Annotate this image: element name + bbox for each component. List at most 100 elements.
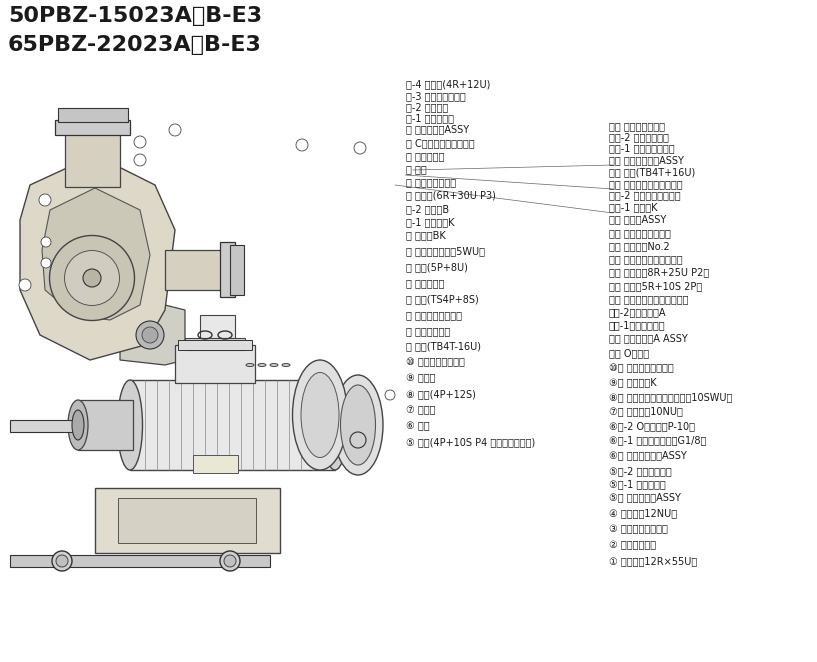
Ellipse shape bbox=[68, 400, 88, 450]
Ellipse shape bbox=[258, 363, 266, 367]
Circle shape bbox=[134, 154, 146, 166]
Text: ①: ① bbox=[42, 197, 48, 203]
Ellipse shape bbox=[270, 363, 278, 367]
Text: ⑫底 ブラケットA ASSY: ⑫底 ブラケットA ASSY bbox=[609, 334, 687, 344]
Text: ⑶底 端子笥パッキン: ⑶底 端子笥パッキン bbox=[609, 121, 665, 131]
Text: ③ フランジパッキン: ③ フランジパッキン bbox=[609, 524, 667, 534]
Ellipse shape bbox=[220, 551, 240, 571]
Text: ⑵底-2 端子笥カバー: ⑵底-2 端子笥カバー bbox=[609, 132, 668, 142]
Bar bbox=[95, 488, 280, 553]
Ellipse shape bbox=[52, 551, 72, 571]
Ellipse shape bbox=[224, 555, 236, 567]
Text: ② フランジ継手: ② フランジ継手 bbox=[609, 540, 656, 550]
Bar bbox=[220, 242, 235, 297]
Text: ⑬底 ベアリングセットカバー: ⑬底 ベアリングセットカバー bbox=[609, 294, 688, 304]
Bar bbox=[78, 400, 133, 450]
Text: ⑫ プロテクター: ⑫ プロテクター bbox=[406, 326, 450, 336]
Text: ⑷-1 外扇カバー: ⑷-1 外扇カバー bbox=[406, 113, 454, 123]
Text: ⑭ ネジ(TS4P+8S): ⑭ ネジ(TS4P+8S) bbox=[406, 294, 479, 304]
Bar bbox=[175, 345, 255, 383]
Text: ⑭底 ネジ（5R+10S 2P）: ⑭底 ネジ（5R+10S 2P） bbox=[609, 281, 702, 291]
Text: ⑤底-2 マウスリング: ⑤底-2 マウスリング bbox=[609, 466, 672, 476]
Text: 65PBZ-22023A・B-E3: 65PBZ-22023A・B-E3 bbox=[8, 35, 262, 55]
Bar bbox=[58, 108, 128, 122]
Bar bbox=[185, 338, 245, 350]
Bar bbox=[165, 250, 225, 290]
Ellipse shape bbox=[136, 321, 164, 349]
Text: ⑷-4 ボルト(4R+12U): ⑷-4 ボルト(4R+12U) bbox=[406, 79, 490, 89]
Text: ⑧ ネジ(4P+12S): ⑧ ネジ(4P+12S) bbox=[406, 389, 476, 399]
Text: ⑳底 プレロードスプリング: ⑳底 プレロードスプリング bbox=[609, 179, 682, 189]
Text: ⑵底-1 リセットカバー: ⑵底-1 リセットカバー bbox=[609, 144, 674, 154]
Text: ⑨底 インペラK: ⑨底 インペラK bbox=[609, 377, 656, 387]
Text: ⑤底 ケーシングASSY: ⑤底 ケーシングASSY bbox=[609, 493, 681, 502]
Text: ⑫底-1マウスリング: ⑫底-1マウスリング bbox=[609, 320, 665, 330]
Text: ⑳ コードブッシュ: ⑳ コードブッシュ bbox=[406, 177, 456, 187]
Text: ③: ③ bbox=[137, 158, 143, 162]
Text: ⑩底 メカニカルシール: ⑩底 メカニカルシール bbox=[609, 363, 673, 373]
Circle shape bbox=[39, 194, 51, 206]
Text: ⑨ 端子笥: ⑨ 端子笥 bbox=[406, 373, 435, 383]
Text: 50PBZ-15023A・B-E3: 50PBZ-15023A・B-E3 bbox=[8, 6, 262, 26]
Ellipse shape bbox=[292, 360, 347, 470]
Text: ⑦ 端子板: ⑦ 端子板 bbox=[406, 405, 435, 415]
Text: ㊲: ㊲ bbox=[388, 392, 391, 398]
Text: ⑧底 スプリングワッシャー（10SWU）: ⑧底 スプリングワッシャー（10SWU） bbox=[609, 392, 732, 402]
Ellipse shape bbox=[341, 385, 376, 465]
Text: ⑯ ネジ(5P+8U): ⑯ ネジ(5P+8U) bbox=[406, 262, 468, 272]
Bar bbox=[130, 380, 335, 470]
Text: ⑴ 水切: ⑴ 水切 bbox=[406, 164, 426, 174]
Text: ⑷-3 防振ゴムカラー: ⑷-3 防振ゴムカラー bbox=[406, 91, 466, 101]
Ellipse shape bbox=[142, 327, 158, 343]
Text: ⑥底-2 Oリング（P-10）: ⑥底-2 Oリング（P-10） bbox=[609, 421, 694, 431]
Text: ⑱-1 ステータK: ⑱-1 ステータK bbox=[406, 217, 454, 227]
Bar bbox=[178, 340, 252, 350]
Text: ⑷ 外扇カバーASSY: ⑷ 外扇カバーASSY bbox=[406, 124, 469, 134]
Text: ⑲底 ロータASSY: ⑲底 ロータASSY bbox=[609, 214, 666, 224]
Ellipse shape bbox=[246, 363, 254, 367]
Polygon shape bbox=[20, 155, 175, 360]
Circle shape bbox=[169, 124, 181, 136]
Polygon shape bbox=[120, 305, 185, 365]
Ellipse shape bbox=[333, 375, 383, 475]
Text: ⑥底-1 ドレンプラグ（G1/8）: ⑥底-1 ドレンプラグ（G1/8） bbox=[609, 436, 706, 446]
Text: ① ボルト（12R×55U）: ① ボルト（12R×55U） bbox=[609, 556, 697, 566]
Bar bbox=[10, 420, 82, 432]
Text: ⑫: ⑫ bbox=[300, 142, 304, 148]
Text: ⑪ ネジ(TB4T-16U): ⑪ ネジ(TB4T-16U) bbox=[406, 342, 481, 352]
Text: ⑱ ケースBK: ⑱ ケースBK bbox=[406, 230, 446, 240]
Text: ⑱-2 ケースB: ⑱-2 ケースB bbox=[406, 204, 449, 214]
Ellipse shape bbox=[56, 555, 68, 567]
Text: ⑮底 ボルト（8R+25U P2）: ⑮底 ボルト（8R+25U P2） bbox=[609, 267, 709, 277]
Text: ⑤底-1 ケーシング: ⑤底-1 ケーシング bbox=[609, 479, 665, 489]
Ellipse shape bbox=[301, 373, 339, 457]
Bar bbox=[230, 245, 244, 295]
Circle shape bbox=[41, 258, 51, 268]
Ellipse shape bbox=[282, 363, 290, 367]
Circle shape bbox=[41, 237, 51, 247]
Text: ⑱底 ボールベアリング: ⑱底 ボールベアリング bbox=[609, 228, 671, 238]
Text: ⑫底-2ブラケットA: ⑫底-2ブラケットA bbox=[609, 307, 666, 317]
Text: ⑰ 平ワッシャー（5WU）: ⑰ 平ワッシャー（5WU） bbox=[406, 246, 485, 256]
Text: ⑲ ボルト(6R+30U P3): ⑲ ボルト(6R+30U P3) bbox=[406, 191, 496, 201]
Text: ⑬ 防水ブッシュ本体: ⑬ 防水ブッシュ本体 bbox=[406, 310, 462, 320]
Bar bbox=[118, 498, 256, 543]
Bar bbox=[65, 125, 120, 187]
Ellipse shape bbox=[118, 380, 142, 470]
Text: ⑪底 Oリング: ⑪底 Oリング bbox=[609, 348, 649, 358]
Text: ⑷-2 防振ゴム: ⑷-2 防振ゴム bbox=[406, 102, 449, 112]
Circle shape bbox=[134, 136, 146, 148]
Circle shape bbox=[296, 139, 308, 151]
Text: ⑩ 端子笥座パッキン: ⑩ 端子笥座パッキン bbox=[406, 357, 465, 367]
Polygon shape bbox=[42, 188, 150, 320]
Bar bbox=[55, 120, 130, 135]
Text: ⑰底 スペーサNo.2: ⑰底 スペーサNo.2 bbox=[609, 241, 669, 251]
Text: ⑶ Cリング（呼び１４）: ⑶ Cリング（呼び１４） bbox=[406, 138, 475, 148]
Text: ⑲底-2 ボールベアリング: ⑲底-2 ボールベアリング bbox=[609, 191, 681, 201]
Ellipse shape bbox=[323, 380, 347, 470]
Bar bbox=[10, 555, 270, 567]
Text: ⑵ 外扇ファン: ⑵ 外扇ファン bbox=[406, 151, 444, 161]
Text: ⑵底 端子笥カバーASSY: ⑵底 端子笥カバーASSY bbox=[609, 155, 684, 165]
Text: ⑤: ⑤ bbox=[172, 128, 178, 132]
Text: ④ ナット（12NU）: ④ ナット（12NU） bbox=[609, 508, 676, 518]
